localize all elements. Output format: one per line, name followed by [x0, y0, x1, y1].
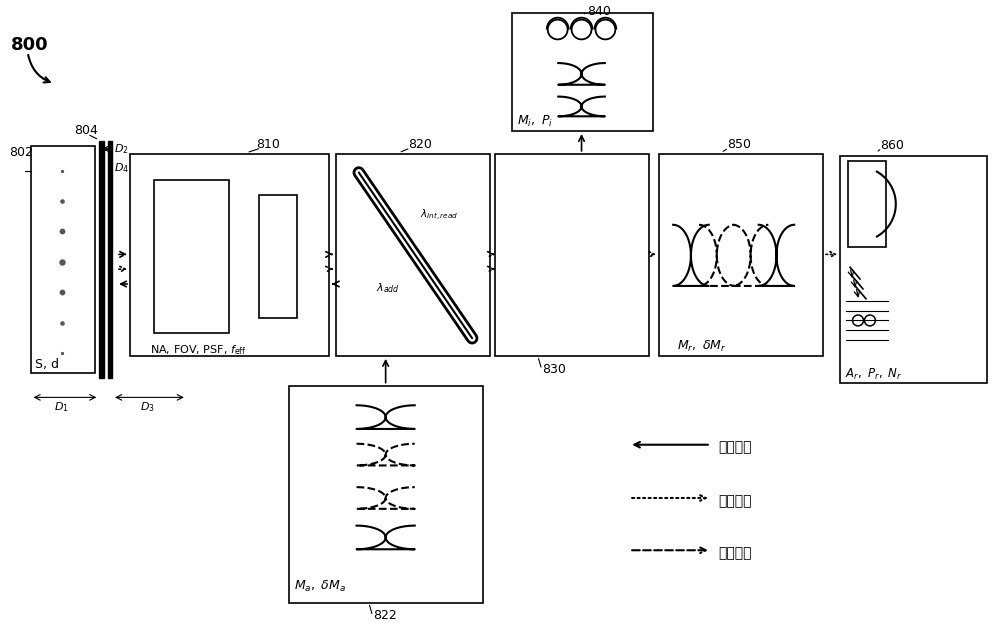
Bar — [259, 195, 297, 319]
Text: 802: 802 — [9, 145, 33, 159]
Text: $D_3$: $D_3$ — [140, 400, 155, 414]
Text: 830: 830 — [542, 363, 566, 376]
Bar — [154, 181, 229, 334]
Text: $D_2$: $D_2$ — [114, 142, 129, 155]
Text: NA, FOV, PSF, $f_{\rm eff}$: NA, FOV, PSF, $f_{\rm eff}$ — [150, 343, 246, 357]
Text: 804: 804 — [74, 124, 98, 137]
Text: S, d: S, d — [35, 358, 59, 371]
Text: 820: 820 — [409, 138, 432, 151]
Bar — [108, 141, 112, 377]
Text: 850: 850 — [727, 138, 751, 151]
Bar — [840, 155, 987, 382]
Text: 840: 840 — [588, 5, 611, 18]
Text: $A_r,\ P_r,\ N_r$: $A_r,\ P_r,\ N_r$ — [845, 367, 903, 382]
Bar — [289, 386, 483, 603]
Bar — [31, 146, 95, 372]
Bar — [659, 154, 823, 356]
Text: $D_1$: $D_1$ — [54, 400, 69, 414]
Text: 互连光束: 互连光束 — [719, 546, 752, 560]
Text: $M_a,\ \delta M_a$: $M_a,\ \delta M_a$ — [294, 579, 346, 594]
Text: $M_r,\ \delta M_r$: $M_r,\ \delta M_r$ — [677, 339, 727, 354]
Text: 860: 860 — [880, 139, 904, 152]
Text: 800: 800 — [11, 36, 48, 54]
Text: 寻址光束: 寻址光束 — [719, 441, 752, 455]
Text: $\lambda_{add}$: $\lambda_{add}$ — [376, 281, 399, 295]
Text: $M_i,\ P_i$: $M_i,\ P_i$ — [517, 114, 553, 129]
Text: $\lambda_{int,read}$: $\lambda_{int,read}$ — [420, 208, 459, 223]
Bar — [495, 154, 649, 356]
Bar — [99, 141, 104, 377]
Bar — [512, 13, 653, 131]
Text: 读出光束: 读出光束 — [719, 494, 752, 508]
Text: 822: 822 — [373, 609, 396, 622]
Text: $D_4$: $D_4$ — [114, 162, 129, 176]
Bar — [336, 154, 490, 356]
Bar — [130, 154, 329, 356]
Bar — [848, 161, 886, 248]
Text: 810: 810 — [256, 138, 280, 151]
